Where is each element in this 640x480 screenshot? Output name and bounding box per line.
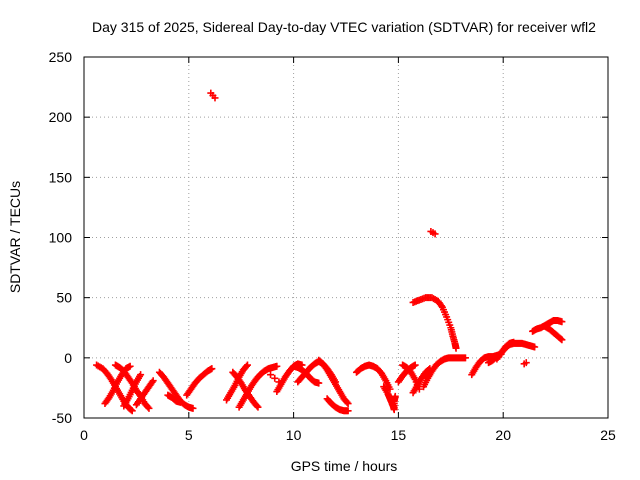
data-point: [452, 344, 460, 352]
series-arc-24: [420, 354, 469, 391]
data-point: [137, 371, 145, 379]
data-point: [149, 377, 157, 385]
x-tick-label: 0: [80, 427, 88, 443]
y-tick-label: 0: [64, 350, 72, 366]
data-point: [254, 403, 262, 411]
x-tick-label: 25: [600, 427, 616, 443]
series-arc-2: [101, 362, 134, 408]
y-tick-label: 200: [49, 109, 73, 125]
data-point: [344, 400, 352, 408]
data-point: [461, 354, 469, 362]
series-arc-18: [352, 361, 394, 393]
series-arc-16: [315, 356, 352, 408]
x-tick-label: 15: [391, 427, 407, 443]
y-tick-label: -50: [52, 410, 72, 426]
x-axis-label: GPS time / hours: [291, 458, 398, 474]
data-point: [510, 338, 518, 346]
data-point: [558, 318, 566, 326]
data-point: [273, 362, 281, 370]
data-point: [211, 94, 219, 102]
chart-title: Day 315 of 2025, Sidereal Day-to-day VTE…: [92, 19, 596, 35]
y-tick-label: 50: [56, 290, 72, 306]
data-point: [531, 343, 539, 351]
series-arc-8: [183, 365, 216, 399]
data-point: [243, 361, 251, 369]
data-point: [437, 302, 445, 310]
series-arc-5: [132, 377, 157, 409]
data-point: [522, 359, 530, 367]
data-point: [148, 378, 156, 386]
data-point: [431, 230, 439, 238]
grid-lines: [84, 57, 608, 418]
y-tick-label: 100: [49, 230, 73, 246]
data-point: [267, 371, 275, 379]
data-point: [253, 402, 261, 410]
y-tick-label: 250: [49, 49, 73, 65]
series-outlier-3: [520, 359, 530, 368]
data-point: [343, 398, 351, 406]
series-arc-29: [541, 323, 566, 344]
series-arc-28: [529, 317, 566, 335]
data-point: [557, 335, 565, 343]
data-point: [189, 404, 197, 412]
data-point: [128, 407, 136, 415]
data-point: [145, 404, 153, 412]
data-point: [411, 361, 419, 369]
series-outlier-2: [427, 227, 439, 238]
series-arc-19: [380, 383, 399, 414]
y-axis-label: SDTVAR / TECUs: [7, 181, 23, 293]
series-arc-21: [399, 361, 423, 393]
plot-frame: [83, 56, 609, 419]
series-arc-7: [164, 391, 184, 406]
data-point: [558, 336, 566, 344]
axis-ticks: 0 5 10 15 20 25 -50 0 50 100 150 200 250: [49, 49, 616, 443]
x-tick-label: 10: [286, 427, 302, 443]
x-tick-label: 5: [185, 427, 193, 443]
data-point: [242, 362, 250, 370]
series-arc-4: [120, 371, 145, 410]
data-point: [144, 403, 152, 411]
series-arc-14: [290, 362, 323, 387]
data-point: [344, 407, 352, 415]
data-point: [176, 398, 184, 406]
series-outlier-1: [207, 89, 219, 102]
y-tick-label: 150: [49, 169, 73, 185]
x-tick-label: 20: [495, 427, 511, 443]
series-arc-17: [323, 395, 352, 415]
series-arc-11: [235, 362, 281, 411]
data-point: [391, 392, 399, 400]
data-point: [315, 379, 323, 387]
series-arc-3: [111, 361, 153, 412]
data-point: [208, 365, 216, 373]
series-arc-27: [493, 338, 518, 363]
data-point: [126, 362, 134, 370]
data-point: [271, 374, 279, 382]
data-point: [127, 406, 135, 414]
data-points: [93, 89, 566, 415]
series-arc-23: [409, 294, 460, 352]
